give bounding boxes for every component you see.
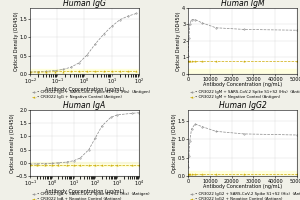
- Y-axis label: Optical Density (OD450): Optical Density (OD450): [14, 11, 19, 71]
- Title: Human IgG: Human IgG: [63, 0, 106, 8]
- Legend: • CR3022 IgG + SARS-CoV-2 Spike S1+S2 (His)  (Antigen), • CR3022 IgG + Negative : • CR3022 IgG + SARS-CoV-2 Spike S1+S2 (H…: [32, 90, 150, 99]
- X-axis label: Antibody Concentration (μg/mL): Antibody Concentration (μg/mL): [45, 189, 124, 194]
- X-axis label: Antibody Concentration (μg/mL): Antibody Concentration (μg/mL): [45, 87, 124, 92]
- X-axis label: Antibody Concentration (ng/mL): Antibody Concentration (ng/mL): [203, 184, 282, 189]
- Title: Human IgM: Human IgM: [221, 0, 264, 8]
- Bar: [30, 162, 139, 166]
- Y-axis label: Optical Density (OD450): Optical Density (OD450): [172, 113, 177, 173]
- Title: Human IgA: Human IgA: [63, 101, 106, 110]
- X-axis label: Antibody Concentration (ng/mL): Antibody Concentration (ng/mL): [203, 82, 282, 87]
- Legend: • CR3022 IgM + SARS-CoV-2 Spike S1+S2 (His)  (Antigen), • CR3022 IgM + Negative : • CR3022 IgM + SARS-CoV-2 Spike S1+S2 (H…: [190, 90, 300, 99]
- Y-axis label: Optical Density (OD450): Optical Density (OD450): [10, 113, 15, 173]
- Bar: [188, 69, 297, 74]
- Legend: • CR3022 IgG2 + SARS-CoV-2 Spike S1+S2 (His)  (Antigen), • CR3022 IgG2 + Negativ: • CR3022 IgG2 + SARS-CoV-2 Spike S1+S2 (…: [190, 192, 300, 200]
- Title: Human IgG2: Human IgG2: [219, 101, 266, 110]
- Bar: [188, 171, 297, 176]
- Bar: [30, 69, 139, 74]
- Y-axis label: Optical Density (OD450): Optical Density (OD450): [176, 11, 181, 71]
- Legend: • CR3022 IgA + SARS-CoV-2 Spike S1+S2 (His)  (Antigen), • CR3022 IgA + Negative : • CR3022 IgA + SARS-CoV-2 Spike S1+S2 (H…: [32, 192, 149, 200]
